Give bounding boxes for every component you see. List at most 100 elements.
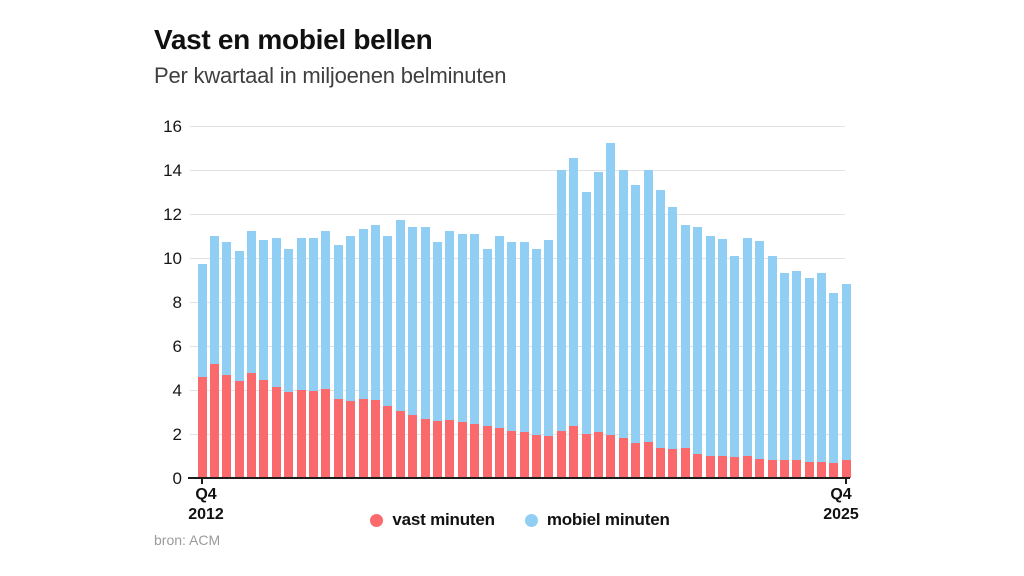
chart-title: Vast en mobiel bellen [154, 24, 433, 55]
x-axis-label-last-year: 2025 [823, 506, 859, 523]
x-axis-tick-last [845, 479, 847, 484]
y-axis-tick-label-6: 6 [172, 336, 182, 356]
stacked-bar-q2-2015 [321, 231, 331, 478]
stacked-bar-q2-2018 [470, 233, 480, 478]
stacked-bar-q3-2017 [432, 242, 442, 478]
y-axis-tick-label-14: 14 [163, 160, 182, 180]
bar-segment-mobiel [432, 242, 442, 421]
x-axis-label-first: Q4 2012 [178, 485, 234, 525]
bar-segment-vast [656, 448, 665, 478]
bar-segment-mobiel [544, 240, 554, 437]
stacked-bar-q2-2019 [519, 242, 529, 478]
bar-segment-vast [519, 431, 529, 478]
bar-segment-vast [755, 459, 765, 478]
y-axis-tick-label-2: 2 [172, 424, 182, 444]
bar-segment-mobiel [742, 238, 752, 456]
y-axis-tick-label-8: 8 [172, 292, 182, 312]
stacked-bar-q3-2024 [779, 273, 789, 478]
y-axis-tick-label-4: 4 [172, 380, 182, 400]
x-axis-label-first-quarter: Q4 [195, 486, 217, 503]
stacked-bar-q3-2023 [730, 255, 740, 478]
stacked-bar-q2-2020 [569, 157, 579, 478]
stacked-bar-q1-2014 [259, 240, 269, 478]
bar-segment-vast [829, 462, 839, 478]
bar-segment-vast [408, 415, 418, 478]
bar-segment-mobiel [247, 231, 257, 374]
stacked-bar-q2-2024 [767, 255, 777, 478]
bar-segment-vast [668, 449, 678, 478]
bar-segment-mobiel [445, 231, 455, 420]
bar-segment-mobiel [420, 226, 430, 419]
bar-segment-vast [432, 420, 442, 478]
bar-segment-vast [321, 388, 331, 478]
bar-segment-vast [804, 461, 814, 478]
bar-segment-vast [309, 391, 319, 478]
source-credit: bron: ACM [154, 532, 221, 548]
bar-segment-vast [333, 398, 343, 478]
bar-segment-vast [494, 428, 504, 478]
chart-legend: vast minuten mobiel minuten [190, 508, 850, 532]
stacked-bar-q4-2024 [792, 271, 802, 478]
bar-segment-vast [234, 381, 244, 478]
gridline-10 [190, 257, 845, 259]
bar-segment-mobiel [693, 226, 703, 454]
stacked-bar-q4-2013 [247, 231, 257, 478]
bar-segment-mobiel [804, 277, 814, 462]
bar-segment-mobiel [817, 273, 827, 462]
bar-segment-mobiel [755, 241, 765, 460]
bar-segment-mobiel [209, 235, 219, 364]
gridline-6 [190, 345, 845, 347]
bar-segment-vast [197, 376, 207, 478]
bar-segment-vast [247, 373, 257, 478]
gridline-12 [190, 213, 845, 215]
bar-segment-vast [717, 455, 727, 478]
bar-segment-vast [532, 435, 542, 478]
stacked-bar-q1-2021 [606, 143, 616, 478]
stacked-bar-q1-2019 [507, 242, 517, 478]
stacked-bar-q3-2015 [333, 244, 343, 478]
bar-segment-mobiel [730, 255, 740, 458]
bar-segment-vast [457, 421, 467, 478]
bar-segment-mobiel [767, 255, 777, 461]
bar-segment-mobiel [581, 191, 591, 434]
bar-segment-vast [705, 455, 715, 478]
gridline-16 [190, 125, 845, 127]
stacked-bar-q3-2019 [532, 249, 542, 478]
x-axis-label-first-year: 2012 [188, 506, 224, 523]
stacked-bar-q1-2022 [656, 189, 665, 478]
bar-segment-mobiel [507, 242, 517, 431]
bar-segment-vast [346, 400, 356, 478]
stacked-bar-q1-2025 [804, 277, 814, 478]
stacked-bar-q2-2013 [222, 242, 232, 478]
stacked-bar-q4-2021 [643, 169, 653, 478]
bar-segment-mobiel [556, 169, 566, 431]
x-axis-line [188, 477, 850, 479]
stacked-bar-q4-2019 [544, 240, 554, 478]
stacked-bar-q3-2025 [829, 293, 839, 478]
stacked-bar-q3-2018 [482, 249, 492, 478]
stacked-bar-q2-2025 [817, 273, 827, 478]
stacked-bar-q4-2022 [693, 226, 703, 478]
bar-segment-vast [259, 380, 269, 478]
legend-item-mobiel: mobiel minuten [524, 510, 670, 530]
bar-segment-mobiel [370, 224, 380, 400]
stacked-bar-q1-2017 [408, 226, 418, 478]
bar-segment-mobiel [532, 249, 542, 436]
bar-segment-mobiel [395, 220, 405, 411]
bar-segment-mobiel [829, 293, 839, 463]
bar-segment-mobiel [680, 224, 690, 449]
bar-segment-mobiel [606, 143, 616, 436]
bar-segment-vast [767, 460, 777, 478]
bar-segment-mobiel [309, 238, 319, 392]
x-axis-label-last-quarter: Q4 [830, 486, 852, 503]
bar-segment-vast [779, 460, 789, 478]
bar-segment-vast [420, 418, 430, 478]
bar-segment-vast [631, 442, 641, 478]
gridline-2 [190, 433, 845, 435]
stacked-bar-q3-2020 [581, 191, 591, 478]
bar-segment-vast [284, 392, 294, 478]
stacked-bar-q4-2025 [841, 284, 851, 478]
stacked-bar-q2-2022 [668, 207, 678, 478]
bar-segment-mobiel [482, 249, 492, 427]
stacked-bar-q1-2023 [705, 235, 715, 478]
